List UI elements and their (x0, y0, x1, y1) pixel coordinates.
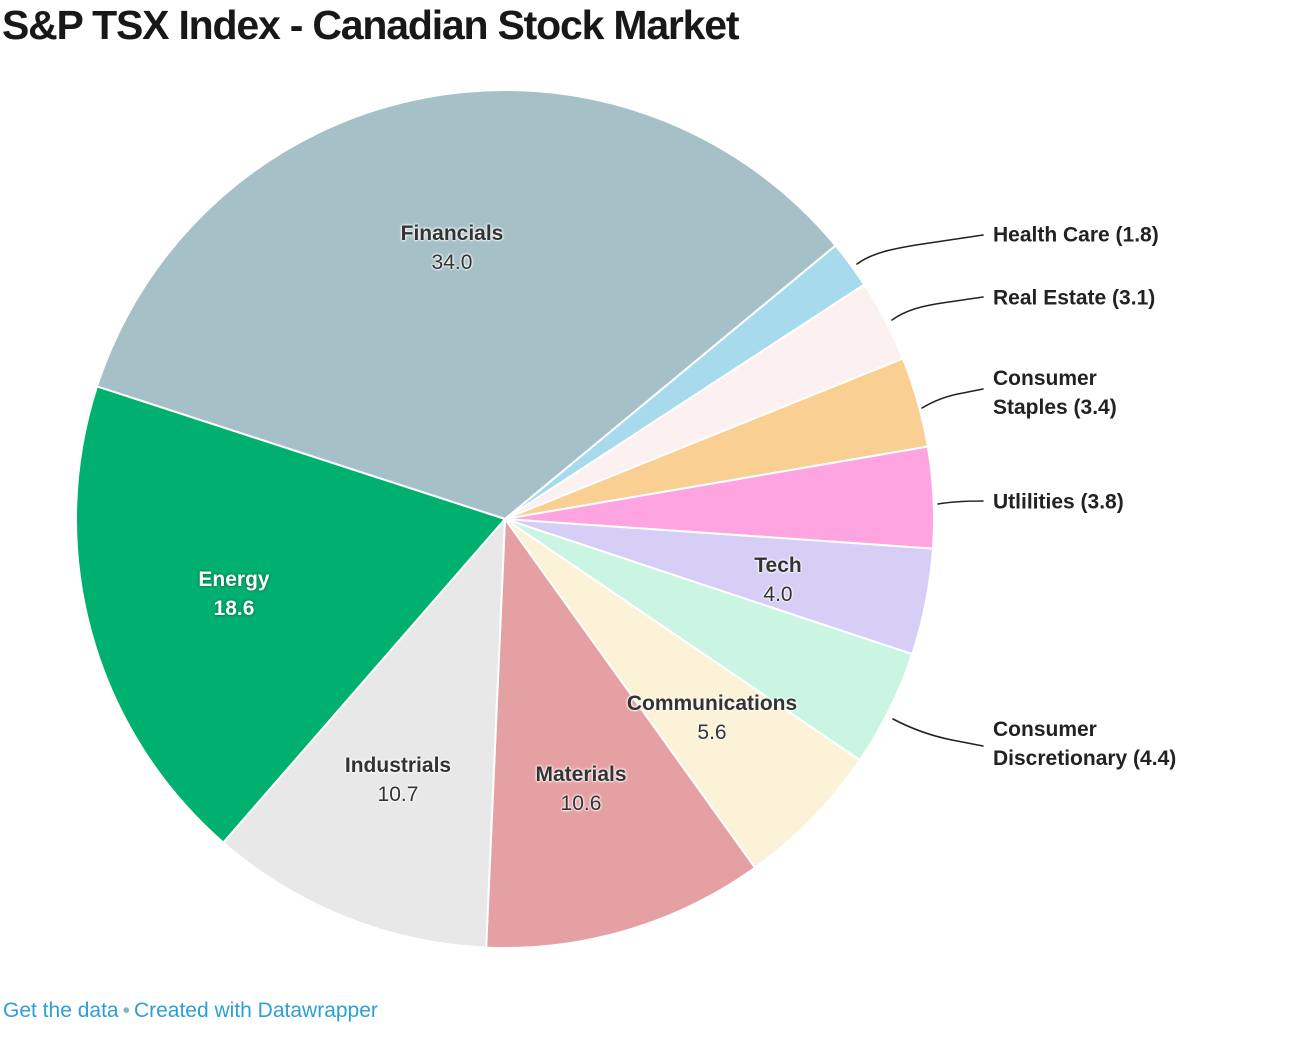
leader-lines-group (856, 234, 984, 747)
leader-line-health-care (856, 234, 984, 265)
leader-line-utilities (937, 500, 984, 505)
pie-slice-energy[interactable] (75, 385, 506, 844)
datawrapper-credit-link[interactable]: Created with Datawrapper (133, 999, 378, 1022)
leader-line-consumer-staples (921, 388, 984, 409)
leader-line-consumer-discretionary (892, 718, 984, 747)
pie-slices-group (75, 89, 935, 949)
chart-title: S&P TSX Index - Canadian Stock Market (2, 2, 740, 48)
footer-separator: • (122, 999, 130, 1022)
pie-slice-financials[interactable] (96, 89, 837, 520)
pie-slice-materials[interactable] (485, 518, 756, 949)
pie-slice-industrials[interactable] (222, 518, 506, 949)
chart-footer: Get the data • Created with Datawrapper (3, 999, 378, 1023)
leader-line-real-estate (891, 296, 984, 321)
pie-slice-communications[interactable] (504, 518, 861, 869)
get-data-link[interactable]: Get the data (3, 999, 119, 1022)
